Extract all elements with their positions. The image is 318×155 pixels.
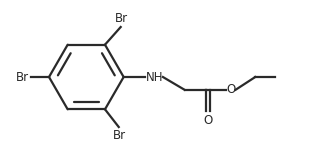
Text: NH: NH xyxy=(146,71,164,84)
Text: Br: Br xyxy=(115,12,128,25)
Text: O: O xyxy=(227,83,236,96)
Text: Br: Br xyxy=(16,71,29,84)
Text: O: O xyxy=(204,114,213,127)
Text: Br: Br xyxy=(113,129,126,142)
